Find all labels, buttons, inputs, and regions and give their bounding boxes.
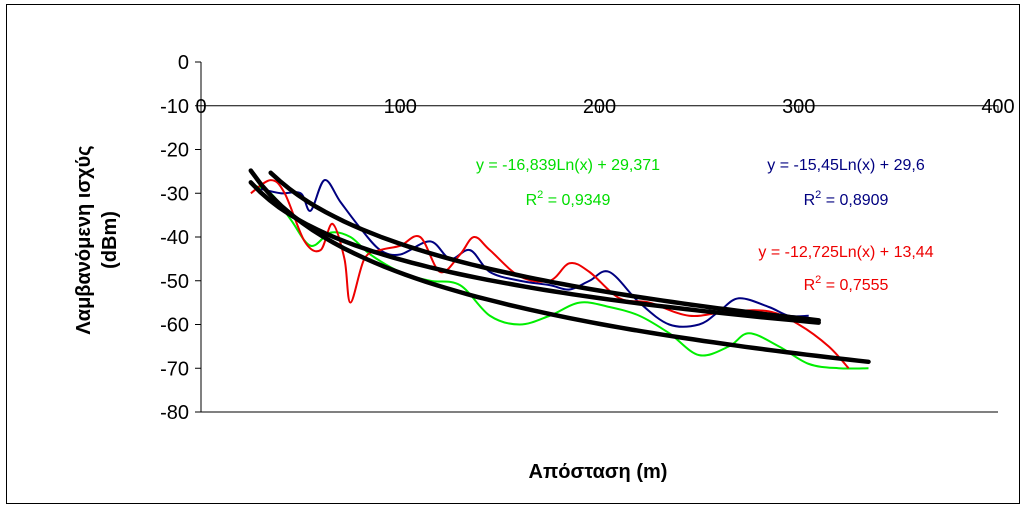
trend-r2-green: R2 = 0,9349: [526, 189, 611, 209]
x-tick-label: 300: [782, 96, 815, 118]
y-tick-label: 0: [178, 52, 189, 74]
trendline-0: [248, 168, 871, 365]
y-axis-title-line2: (dBm): [99, 211, 121, 269]
trend-equation-red: y = -12,725Ln(x) + 13,44: [758, 244, 933, 261]
series-line-0: [250, 183, 869, 370]
y-axis-title-line1: Λαμβανόμενη ισχύς: [73, 145, 95, 334]
x-tick-label: 400: [981, 96, 1014, 118]
x-axis-title: Απόσταση (m): [529, 461, 668, 483]
chart-frame: [6, 4, 1020, 504]
x-tick-label: 100: [384, 96, 417, 118]
x-tick-label: 0: [195, 96, 206, 118]
trend-equation-blue: y = -15,45Ln(x) + 29,6: [767, 157, 925, 174]
trend-r2-blue: R2 = 0,8909: [804, 189, 889, 209]
y-tick-label: -50: [160, 271, 189, 293]
y-axis-title-group: Λαμβανόμενη ισχύς (dBm): [73, 145, 121, 334]
trendline-1: [268, 170, 821, 323]
labels-layer: 0 -10 -20 -30 -40 -50 -60 -70 -80 0 100 200 300 400: [160, 52, 1015, 424]
x-tick-label: 200: [583, 96, 616, 118]
trend-equation-green: y = -16,839Ln(x) + 29,371: [476, 157, 660, 174]
trendline-layer: [248, 168, 871, 365]
trend-r2-red: R2 = 0,7555: [804, 274, 889, 294]
y-tick-label: -20: [160, 140, 189, 162]
y-tick-label: -10: [160, 96, 189, 118]
trendline-2: [248, 180, 821, 325]
y-tick-label: -30: [160, 183, 189, 205]
y-tick-label: -70: [160, 358, 189, 380]
y-tick-label: -80: [160, 402, 189, 424]
y-tick-label: -40: [160, 227, 189, 249]
y-tick-label: -60: [160, 315, 189, 337]
axes-layer: [195, 61, 999, 413]
